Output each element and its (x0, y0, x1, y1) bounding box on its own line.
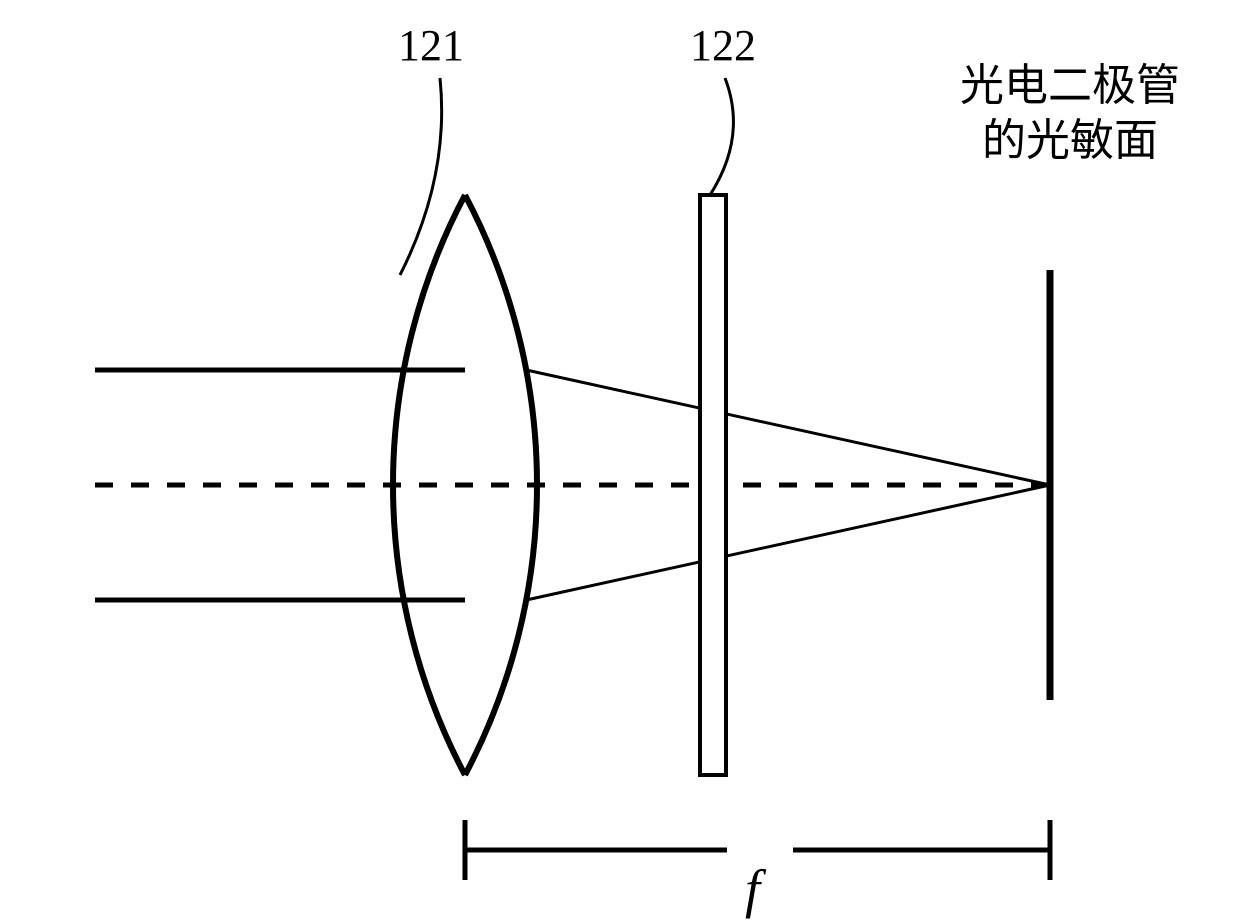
photodiode-surface-label: 光电二极管 的光敏面 (960, 58, 1180, 168)
refracted-ray-bottom (526, 485, 1050, 600)
optical-filter (700, 195, 726, 775)
lens-reference-number: 121 (398, 20, 464, 71)
refracted-ray-top (526, 370, 1050, 485)
filter-reference-number: 122 (690, 20, 756, 71)
photodiode-surface-label-line2: 的光敏面 (960, 113, 1180, 168)
leader-line-lens (400, 78, 442, 275)
focal-length-symbol: f (745, 858, 760, 920)
photodiode-surface-label-line1: 光电二极管 (960, 58, 1180, 113)
leader-line-filter (710, 78, 733, 195)
